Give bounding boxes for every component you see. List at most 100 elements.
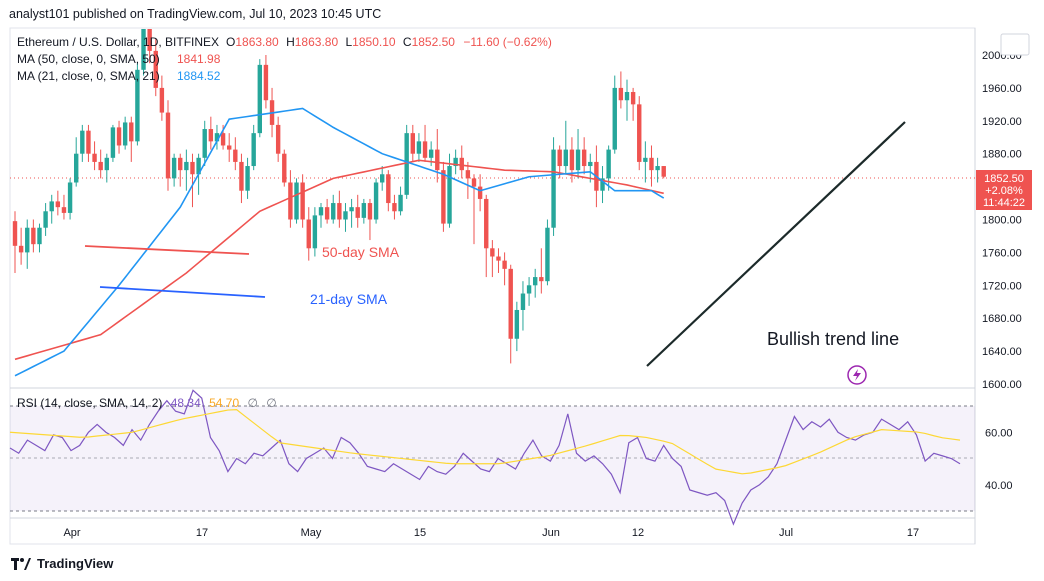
candle-body	[588, 161, 593, 167]
candle	[227, 133, 232, 162]
published-header: analyst101 published on TradingView.com,…	[9, 7, 382, 21]
settings-button[interactable]	[1000, 33, 1030, 56]
candle	[380, 166, 385, 191]
symbol-name: Ethereum / U.S. Dollar, 1D, BITFINEX	[17, 35, 219, 49]
candle-body	[337, 203, 342, 220]
candle	[545, 219, 550, 286]
candle	[508, 264, 513, 364]
candle	[312, 207, 318, 257]
candle-body	[31, 227, 36, 245]
price-badge	[976, 170, 1032, 210]
tradingview-icon	[11, 557, 31, 570]
candle-body	[624, 92, 630, 101]
candle-body	[239, 161, 244, 191]
tradingview-logo[interactable]: TradingView	[11, 556, 113, 571]
time-tick-label: Jun	[542, 527, 560, 539]
sma50-label: 50-day SMA	[322, 244, 400, 260]
candle	[49, 194, 54, 224]
candle-body	[55, 201, 61, 208]
candle-body	[649, 157, 654, 171]
candle-body	[263, 64, 269, 101]
candle-body	[141, 29, 146, 70]
sma21-label: 21-day SMA	[310, 291, 388, 307]
time-tick-label: 17	[907, 527, 919, 539]
rsi-axis: 60.00 40.00	[985, 427, 1013, 492]
candle-body	[122, 122, 128, 146]
candle	[18, 227, 24, 265]
candle	[294, 178, 299, 224]
candle-body	[428, 149, 434, 158]
candle	[581, 137, 587, 175]
sma21-annotation-line	[99, 286, 266, 298]
candle-body	[227, 145, 232, 150]
candle-body	[386, 174, 391, 204]
candle-body	[25, 227, 30, 253]
candle	[484, 194, 489, 278]
candle	[245, 157, 250, 199]
candle-body	[92, 153, 97, 162]
candle-body	[520, 293, 526, 310]
candle-body	[43, 211, 48, 228]
candle	[453, 149, 458, 175]
candle-body	[74, 153, 79, 183]
candle-body	[539, 277, 544, 282]
price-tick-label: 1960.00	[982, 83, 1022, 95]
candle-body	[355, 207, 360, 218]
candle	[386, 170, 391, 212]
candle-body	[110, 127, 116, 158]
candle-body	[398, 194, 403, 212]
candle	[471, 174, 477, 245]
candle	[214, 124, 220, 150]
candle	[618, 71, 624, 109]
price-tick-label: 1880.00	[982, 149, 1022, 161]
time-axis: Apr 17 May 15 Jun 12 Jul 17	[63, 527, 919, 539]
candle	[465, 161, 471, 199]
candle-body	[196, 157, 201, 175]
candle	[165, 100, 171, 191]
price-tick-label: 1680.00	[982, 313, 1022, 325]
candle	[349, 198, 354, 228]
candle	[159, 75, 165, 121]
candle	[637, 96, 642, 171]
candle-body	[257, 64, 262, 134]
candle-body	[288, 182, 293, 220]
candle	[122, 116, 128, 150]
candle-body	[643, 157, 648, 162]
rsi-tick-label: 40.00	[985, 480, 1013, 492]
event-badge[interactable]	[847, 365, 867, 385]
candle-body	[416, 141, 422, 154]
candle	[61, 194, 67, 220]
price-tick-label: 1920.00	[982, 116, 1022, 128]
candle	[80, 124, 85, 162]
candle-body	[453, 157, 458, 167]
candle	[190, 153, 195, 208]
candle	[147, 29, 152, 64]
candle-body	[214, 133, 220, 142]
candle-body	[306, 219, 311, 249]
candle-body	[490, 248, 495, 257]
candle	[630, 87, 636, 121]
candle-body	[300, 182, 305, 220]
candle	[367, 198, 373, 241]
candle	[98, 149, 103, 179]
badge-price: 1852.50	[984, 173, 1024, 185]
candle-body	[190, 161, 195, 175]
candle	[441, 161, 446, 232]
candle	[526, 277, 532, 306]
candle-body	[661, 166, 666, 177]
candle-body	[477, 186, 483, 199]
candle	[208, 116, 214, 150]
candle-body	[545, 227, 550, 282]
candle	[318, 203, 324, 228]
candle-body	[147, 29, 152, 51]
candle	[55, 190, 61, 216]
candle	[539, 248, 544, 294]
candle-body	[12, 221, 18, 246]
candle-body	[37, 227, 42, 245]
candle-body	[129, 122, 134, 142]
candle	[184, 149, 189, 191]
candle-body	[324, 207, 330, 220]
candle-body	[484, 198, 489, 249]
candle-body	[233, 149, 238, 162]
candle	[233, 137, 238, 171]
